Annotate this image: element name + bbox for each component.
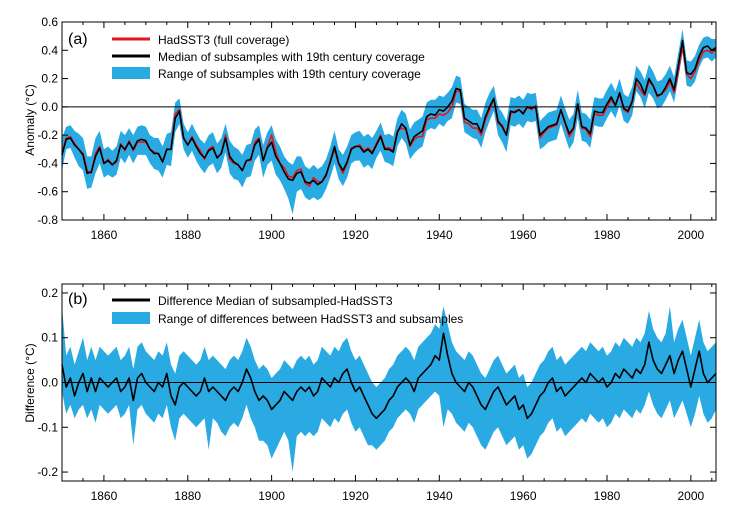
x-tick-label-a: 2000 [677, 228, 704, 242]
x-tick-label-b: 1880 [174, 489, 201, 503]
legend-a: HadSST3 (full coverage) Median of subsam… [112, 33, 425, 81]
y-tick-label-a: 0.6 [41, 15, 58, 29]
x-tick-label-a: 1980 [594, 228, 621, 242]
y-tick-label-a: -0.4 [37, 156, 58, 170]
x-tick-label-b: 2000 [677, 489, 704, 503]
legend-a-red-label: HadSST3 (full coverage) [158, 33, 289, 47]
panel-a-label: (a) [68, 31, 88, 48]
x-tick-label-b: 1860 [91, 489, 118, 503]
x-tick-label-b: 1980 [594, 489, 621, 503]
y-tick-label-b: -0.2 [37, 465, 58, 479]
legend-a-band-swatch [112, 67, 150, 79]
legend-b-black-label: Difference Median of subsampled-HadSST3 [158, 294, 393, 308]
x-tick-label-a: 1920 [342, 228, 369, 242]
y-tick-label-a: -0.8 [37, 213, 58, 227]
y-tick-label-a: 0.4 [41, 43, 58, 57]
x-tick-label-a: 1860 [91, 228, 118, 242]
series-line-a-1 [61, 39, 717, 186]
legend-a-black-label: Median of subsamples with 19th century c… [158, 50, 425, 64]
y-tick-label-a: 0.0 [41, 100, 58, 114]
panel-b: Difference (°C) (b) Difference Median of… [23, 283, 717, 503]
panel-b-label: (b) [68, 291, 88, 308]
x-tick-label-a: 1880 [174, 228, 201, 242]
plot-frame-a [61, 21, 717, 221]
y-tick-label-a: -0.6 [37, 185, 58, 199]
x-tick-label-b: 1900 [258, 489, 285, 503]
x-tick-label-b: 1920 [342, 489, 369, 503]
plot-area-a [61, 29, 717, 215]
range-band-b [62, 306, 716, 472]
legend-a-band-label: Range of subsamples with 19th century co… [158, 67, 421, 81]
panel-a: Anomaly (°C) (a) HadSST3 (full coverage)… [23, 15, 717, 242]
y-tick-label-b: 0.2 [41, 286, 58, 300]
plot-area-b [61, 306, 717, 472]
legend-b-band-swatch [112, 312, 150, 324]
x-tick-label-a: 1940 [426, 228, 453, 242]
panel-a-ylabel: Anomaly (°C) [23, 84, 37, 155]
x-tick-label-a: 1900 [258, 228, 285, 242]
legend-b-band-label: Range of differences between HadSST3 and… [158, 312, 463, 326]
legend-b: Difference Median of subsampled-HadSST3 … [112, 294, 463, 326]
range-band-a [62, 29, 716, 215]
x-tick-label-a: 1960 [510, 228, 537, 242]
y-tick-label-b: 0.1 [41, 331, 58, 345]
y-tick-label-b: 0.0 [41, 376, 58, 390]
y-tick-label-b: -0.1 [37, 420, 58, 434]
y-tick-label-a: 0.2 [41, 72, 58, 86]
x-tick-label-b: 1940 [426, 489, 453, 503]
y-tick-label-a: -0.2 [37, 128, 58, 142]
x-tick-label-b: 1960 [510, 489, 537, 503]
series-line-b-0 [61, 332, 717, 420]
panel-b-ylabel: Difference (°C) [23, 343, 37, 422]
